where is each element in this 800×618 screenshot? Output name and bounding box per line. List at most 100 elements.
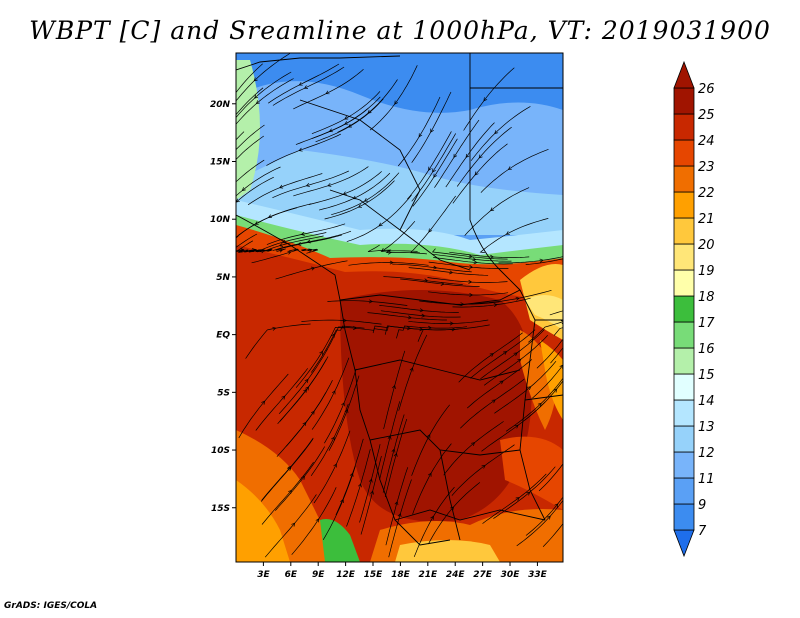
chart-title: WBPT [C] and Sreamline at 1000hPa, VT: 2…: [29, 16, 771, 45]
streamline-arrow: [342, 318, 347, 323]
border-egypt-sudan: [469, 53, 521, 291]
streamline: [383, 350, 406, 430]
colorbar-box: [673, 191, 695, 219]
streamline: [315, 98, 384, 143]
streamline-arrow: [491, 399, 496, 404]
lon-tick-label: 15E: [364, 570, 384, 580]
colorbar-level-label: 16: [698, 342, 715, 357]
streamline-arrow: [407, 315, 412, 320]
streamline-arrow: [340, 498, 344, 504]
streamline-arrow: [349, 472, 354, 477]
streamline-arrow: [255, 100, 260, 105]
streamline: [308, 171, 382, 205]
latitude-axis: 20N 15N 10N 5N EQ 5S 10S 15S: [210, 100, 236, 514]
streamline: [384, 418, 408, 498]
streamline-arrow: [418, 133, 423, 138]
streamline-arrow: [478, 154, 483, 159]
streamline-arrow: [363, 198, 369, 202]
streamline-arrow: [344, 115, 349, 120]
streamline-arrow: [230, 162, 233, 165]
streamline: [479, 218, 549, 253]
colorbar-box: [673, 87, 695, 115]
streamline: [385, 467, 409, 546]
streamline: [397, 96, 441, 167]
streamline-arrow: [392, 384, 396, 389]
streamline: [293, 166, 369, 197]
lat-tick-label: 15S: [211, 504, 230, 514]
streamline-arrow: [426, 434, 431, 439]
colorbar-box: [673, 139, 695, 167]
streamline-arrow: [378, 222, 383, 227]
streamline-arrow: [370, 490, 374, 495]
streamline-arrow: [409, 367, 414, 372]
streamline-arrow: [430, 515, 434, 520]
streamline: [247, 248, 273, 253]
streamline: [337, 79, 398, 133]
colorbar-level-label: 11: [698, 472, 715, 487]
streamline: [549, 310, 563, 316]
streamline-arrow: [325, 90, 330, 95]
streamline-arrow: [304, 378, 309, 383]
streamline: [236, 135, 265, 160]
lat-tick-label: 5N: [216, 273, 230, 283]
field-zambia-orange: [500, 436, 563, 510]
streamline: [411, 404, 450, 476]
streamline-arrow: [494, 130, 499, 135]
streamline: [268, 63, 340, 104]
streamline-arrow: [261, 400, 266, 405]
streamline: [245, 323, 311, 359]
streamline: [480, 148, 549, 193]
streamline: [480, 329, 545, 380]
streamline: [275, 234, 342, 251]
streamline-arrow: [306, 239, 311, 244]
streamline-arrow: [507, 166, 512, 170]
streamline-arrow: [433, 173, 438, 178]
colorbar-box: [673, 321, 695, 349]
streamline-arrow: [589, 320, 592, 323]
streamline: [346, 449, 371, 527]
streamline-arrow: [469, 265, 474, 269]
streamline-arrow: [490, 207, 495, 212]
colorbar-level-label: 19: [698, 264, 715, 279]
streamline-arrow: [428, 472, 432, 477]
streamline-arrow: [368, 299, 373, 304]
colorbar-box: [673, 269, 695, 297]
streamline: [452, 297, 531, 308]
colorbar-level-label: 12: [698, 446, 715, 461]
streamline: [433, 257, 513, 265]
streamline: [238, 373, 289, 439]
streamline-arrow: [229, 185, 232, 188]
streamline: [396, 325, 468, 339]
streamline-arrow: [427, 325, 432, 330]
streamline-arrow: [381, 248, 386, 252]
streamline-arrow: [389, 260, 394, 265]
lon-tick-label: 27E: [473, 570, 493, 580]
lon-tick-label: 18E: [391, 570, 411, 580]
streamline-arrow: [450, 506, 455, 511]
streamline: [236, 53, 290, 102]
streamline-arrow: [489, 254, 495, 259]
streamline: [528, 321, 563, 343]
streamline: [463, 67, 515, 131]
streamline-arrow: [281, 395, 286, 400]
streamline-arrow: [469, 292, 474, 298]
streamline: [516, 499, 563, 547]
streamline: [525, 258, 563, 265]
streamline-arrow: [279, 184, 284, 189]
border-cameroon-car: [339, 289, 521, 306]
streamline-arrow: [394, 100, 399, 105]
field-congo-darkred: [340, 290, 532, 522]
streamline: [494, 360, 557, 414]
streamline: [505, 377, 563, 432]
streamline: [301, 319, 382, 325]
streamline: [427, 277, 508, 283]
colorbar-level-label: 7: [698, 524, 707, 539]
streamline: [257, 232, 327, 253]
streamline: [525, 496, 563, 536]
colorbar-box: [673, 399, 695, 427]
streamline-arrow: [240, 248, 245, 253]
streamline: [379, 401, 401, 480]
streamline: [411, 91, 452, 163]
streamline-arrow: [499, 380, 504, 385]
